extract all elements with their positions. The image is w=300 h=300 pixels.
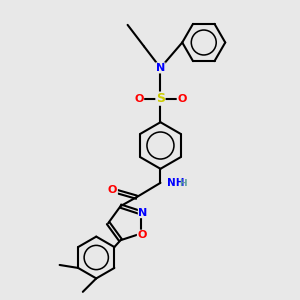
Text: O: O [108,185,117,195]
Text: NH: NH [167,178,184,188]
Text: H: H [179,179,187,188]
Text: O: O [177,94,187,103]
Text: O: O [134,94,144,103]
Text: N: N [156,63,165,73]
Text: O: O [137,230,147,240]
Text: N: N [138,208,148,218]
Text: S: S [156,92,165,105]
